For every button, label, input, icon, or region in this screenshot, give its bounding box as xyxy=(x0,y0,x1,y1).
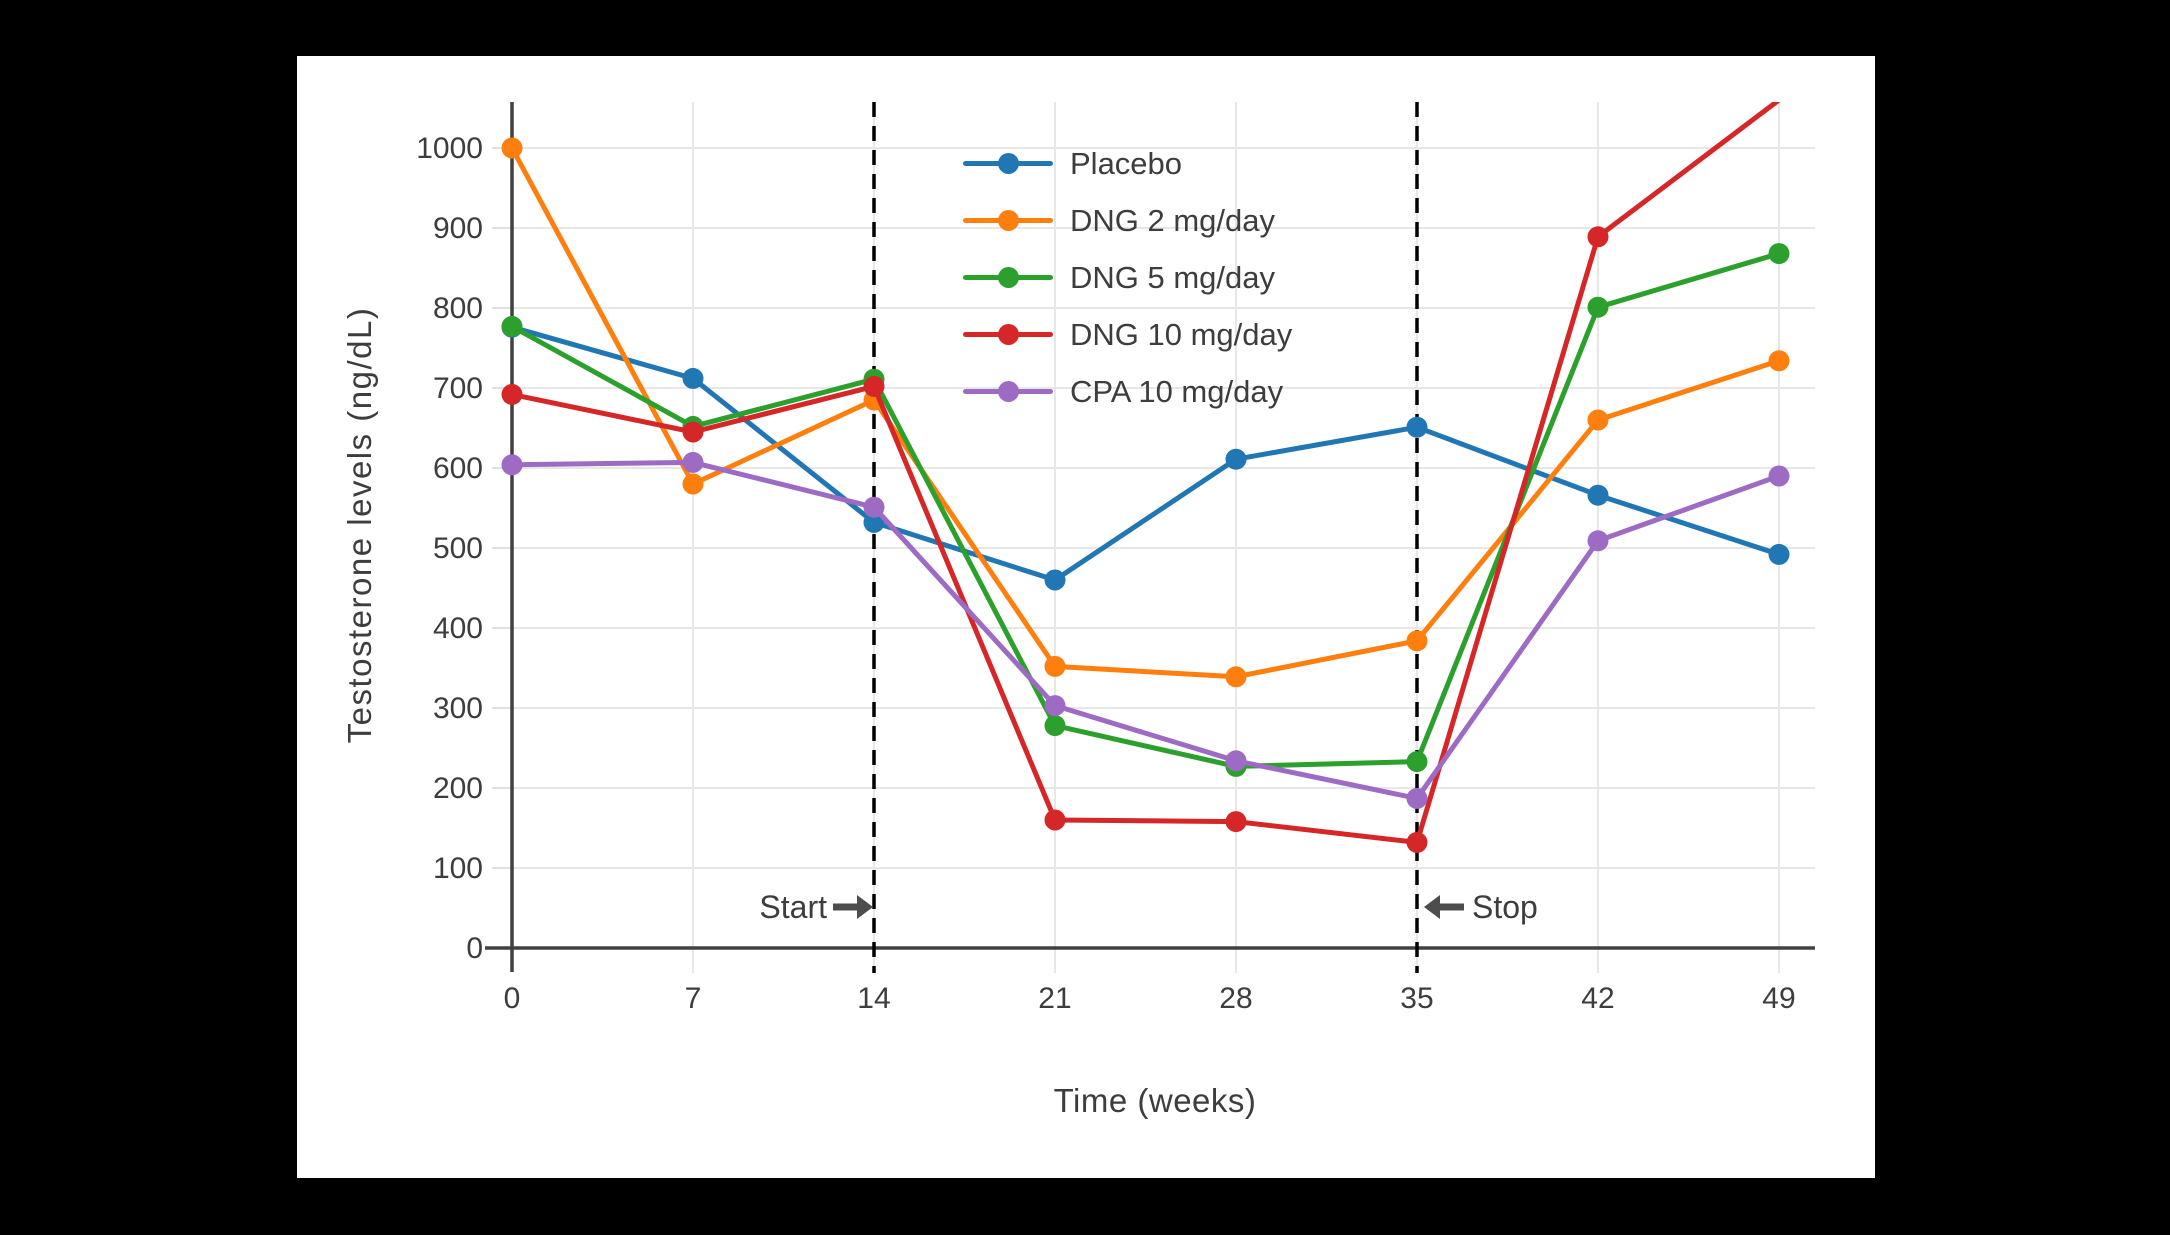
data-point xyxy=(1225,811,1247,833)
annotation-label-start: Start xyxy=(759,889,827,925)
line-chart: Start Stop 0 100 200 300 400 500 600 700 800 900 100… xyxy=(416,102,1815,1015)
legend-item-cpa-10-mg-day: CPA 10 mg/day xyxy=(963,363,1292,420)
axes xyxy=(485,102,1815,972)
data-point xyxy=(1587,409,1609,431)
data-point xyxy=(1044,569,1066,591)
data-point xyxy=(1768,543,1790,565)
data-point xyxy=(1406,787,1428,809)
x-axis-title: Time (weeks) xyxy=(1053,1082,1257,1119)
x-tick-label-35: 35 xyxy=(1400,982,1433,1015)
legend-sample-icon xyxy=(963,210,1053,231)
legend-item-dng-2-mg-day: DNG 2 mg/day xyxy=(963,192,1292,249)
data-point xyxy=(1768,350,1790,372)
tick-labels: 0 100 200 300 400 500 600 700 800 900 1000 0 7 14 21 28… xyxy=(416,132,1795,1015)
data-point xyxy=(1044,655,1066,677)
y-tick-label-900: 900 xyxy=(433,212,483,245)
legend-item-placebo: Placebo xyxy=(963,135,1292,192)
data-point xyxy=(1044,715,1066,737)
series-group xyxy=(501,102,1790,853)
legend-sample-icon xyxy=(963,267,1053,288)
data-point xyxy=(682,451,704,473)
data-point xyxy=(501,315,523,337)
data-point xyxy=(1225,666,1247,688)
data-point xyxy=(1406,416,1428,438)
data-point xyxy=(1768,243,1790,265)
x-tick-label-0: 0 xyxy=(504,982,521,1015)
right-arrow-icon xyxy=(856,895,873,919)
legend-item-dng-10-mg-day: DNG 10 mg/day xyxy=(963,306,1292,363)
data-point xyxy=(1225,448,1247,470)
legend-sample-icon xyxy=(963,381,1053,402)
data-point xyxy=(501,383,523,405)
legend-sample-icon xyxy=(963,153,1053,174)
x-tick-label-28: 28 xyxy=(1219,982,1252,1015)
series-line xyxy=(509,459,1782,801)
y-tick-label-500: 500 xyxy=(433,532,483,565)
series-line xyxy=(509,251,1782,769)
data-point xyxy=(1044,695,1066,717)
legend: Placebo DNG 2 mg/day DNG 5 mg/day DNG 10 mg… xyxy=(963,135,1292,420)
data-point xyxy=(1406,751,1428,773)
arrow-shaft xyxy=(1437,903,1464,911)
chart-card: Start Stop 0 100 200 300 400 500 600 700 800 900 100… xyxy=(297,56,1875,1178)
x-tick-label-49: 49 xyxy=(1762,982,1795,1015)
y-tick-label-100: 100 xyxy=(433,852,483,885)
data-point xyxy=(863,511,885,533)
legend-label: DNG 5 mg/day xyxy=(1070,259,1276,295)
data-point xyxy=(1768,465,1790,487)
y-tick-label-200: 200 xyxy=(433,772,483,805)
legend-item-dng-5-mg-day: DNG 5 mg/day xyxy=(963,249,1292,306)
data-point xyxy=(501,137,523,159)
y-tick-label-600: 600 xyxy=(433,452,483,485)
legend-label: Placebo xyxy=(1070,145,1183,181)
data-point xyxy=(863,375,885,397)
data-point xyxy=(682,421,704,443)
annotation-label-stop: Stop xyxy=(1472,889,1538,925)
left-arrow-icon xyxy=(1423,895,1440,919)
y-tick-label-300: 300 xyxy=(433,692,483,725)
y-tick-label-0: 0 xyxy=(466,932,483,965)
data-point xyxy=(1044,809,1066,831)
data-point xyxy=(1587,484,1609,506)
data-point xyxy=(1587,530,1609,552)
data-point xyxy=(682,473,704,495)
y-axis-title: Testosterone levels (ng/dL) xyxy=(341,306,378,744)
data-point xyxy=(1406,831,1428,853)
annotations: Start Stop xyxy=(759,102,1538,973)
data-point xyxy=(1587,296,1609,318)
legend-label: DNG 10 mg/day xyxy=(1070,316,1293,352)
x-tick-label-14: 14 xyxy=(857,982,890,1015)
y-tick-label-700: 700 xyxy=(433,372,483,405)
series-dng-10-mg-day xyxy=(501,102,1781,853)
data-point xyxy=(863,496,885,518)
legend-label: CPA 10 mg/day xyxy=(1070,373,1284,409)
legend-sample-icon xyxy=(963,324,1053,345)
x-tick-label-21: 21 xyxy=(1038,982,1071,1015)
data-point xyxy=(1225,750,1247,772)
data-point xyxy=(682,367,704,389)
y-tick-label-400: 400 xyxy=(433,612,483,645)
data-point xyxy=(1587,226,1609,248)
data-point xyxy=(501,454,523,476)
arrow-shaft xyxy=(832,903,859,911)
data-point xyxy=(1406,630,1428,652)
series-cpa-10-mg-day xyxy=(501,451,1790,809)
series-line xyxy=(509,102,1781,845)
x-tick-label-42: 42 xyxy=(1581,982,1614,1015)
y-tick-label-1000: 1000 xyxy=(416,132,483,165)
legend-label: DNG 2 mg/day xyxy=(1070,202,1276,238)
y-tick-label-800: 800 xyxy=(433,292,483,325)
series-line xyxy=(509,324,1782,583)
x-tick-label-7: 7 xyxy=(685,982,702,1015)
